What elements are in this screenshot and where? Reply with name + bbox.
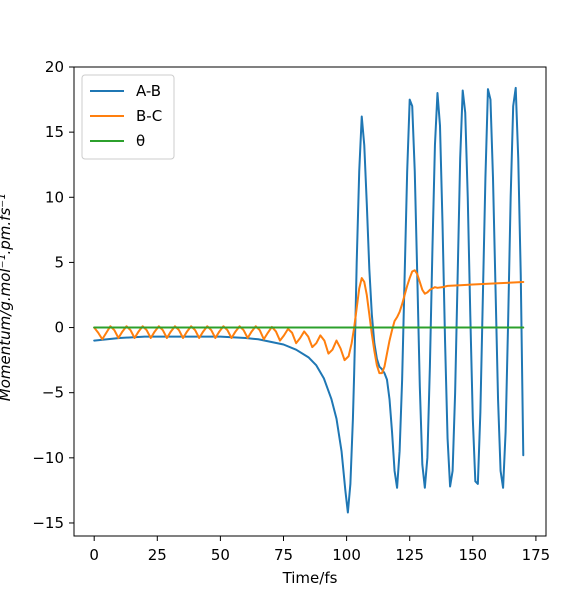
series-line-1 (93, 269, 525, 375)
x-axis: 0 25 50 75 100 125 150 175 (89, 536, 550, 564)
y-tick-label: 15 (45, 123, 64, 141)
x-tick-label: 50 (211, 546, 230, 564)
series-line-0 (93, 86, 525, 514)
y-tick-label: 10 (45, 188, 64, 206)
x-tick-label: 175 (522, 546, 551, 564)
legend-label-1: B-C (136, 107, 162, 125)
legend-label-0: A-B (136, 82, 161, 100)
y-axis-label: Momentum/g.mol⁻¹.pm.fs⁻¹ (0, 194, 14, 401)
x-tick-label: 25 (148, 546, 167, 564)
x-axis-label: Time/fs (282, 569, 338, 587)
x-tick-label: 0 (89, 546, 99, 564)
y-tick-label: 0 (54, 319, 64, 337)
x-tick-label: 150 (458, 546, 487, 564)
y-tick-label: 20 (45, 58, 64, 76)
legend-box (81, 74, 175, 160)
legend: A-B B-C θ (81, 74, 175, 160)
axes-frame (73, 66, 547, 537)
y-tick-label: −15 (32, 514, 64, 532)
y-tick-label: −10 (32, 449, 64, 467)
x-tick-label: 125 (395, 546, 424, 564)
series-group (93, 86, 525, 514)
legend-label-2: θ (136, 132, 145, 150)
y-tick-label: −5 (42, 384, 64, 402)
x-tick-label: 100 (332, 546, 361, 564)
y-tick-label: 5 (54, 253, 64, 271)
x-tick-label: 75 (274, 546, 293, 564)
y-axis: −15 −10 −5 0 5 10 15 20 (32, 58, 74, 532)
